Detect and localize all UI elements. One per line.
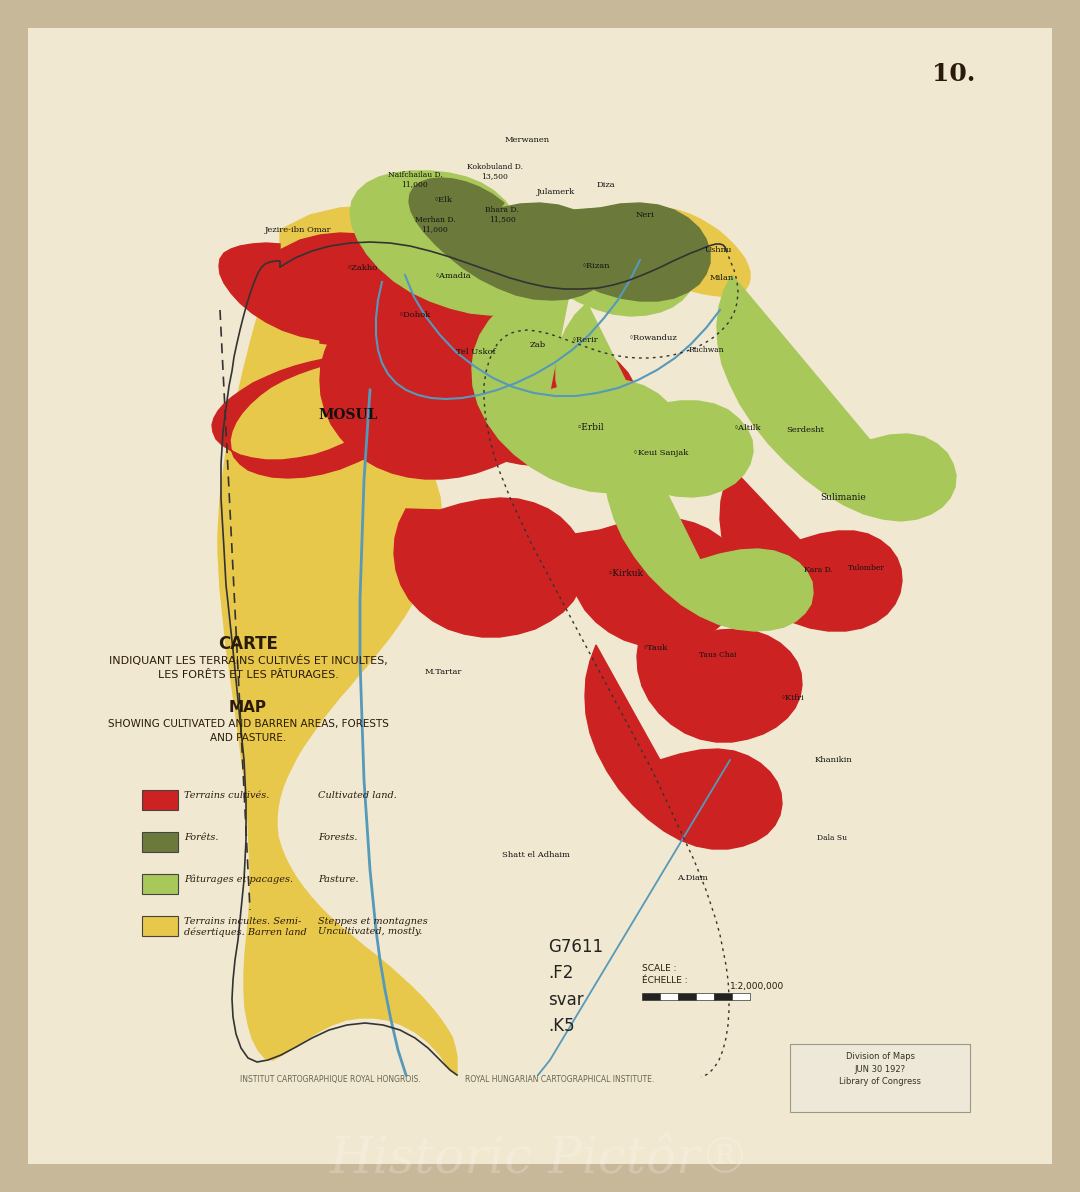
- Text: Taus Chai: Taus Chai: [699, 651, 737, 659]
- Text: MAP: MAP: [229, 700, 267, 715]
- Text: Historic Pictôr®: Historic Pictôr®: [329, 1135, 751, 1185]
- Text: SCALE :: SCALE :: [642, 964, 676, 973]
- Text: ◦Tauk: ◦Tauk: [643, 644, 667, 652]
- Bar: [642, 993, 660, 1000]
- Text: Merwanen: Merwanen: [504, 136, 550, 144]
- Text: Tulomber: Tulomber: [848, 564, 885, 572]
- Polygon shape: [570, 519, 742, 647]
- Text: Bhara D.
11,500: Bhara D. 11,500: [485, 206, 518, 224]
- Text: ÉCHELLE :: ÉCHELLE :: [642, 976, 688, 985]
- Text: Cultivated land.: Cultivated land.: [318, 791, 396, 800]
- Text: ◦Rerir: ◦Rerir: [571, 336, 598, 344]
- Bar: [660, 993, 678, 1000]
- Text: Serdesht: Serdesht: [786, 426, 824, 434]
- Text: ◦Erbil: ◦Erbil: [577, 423, 604, 433]
- Text: Naifchailau D.
11,000: Naifchailau D. 11,000: [388, 172, 443, 188]
- Polygon shape: [320, 290, 566, 479]
- Text: Pâturages et pacages.: Pâturages et pacages.: [184, 875, 293, 884]
- Polygon shape: [717, 275, 956, 521]
- Text: Pasture.: Pasture.: [318, 875, 359, 884]
- Bar: [696, 993, 714, 1000]
- Text: SHOWING CULTIVATED AND BARREN AREAS, FORESTS
AND PASTURE.: SHOWING CULTIVATED AND BARREN AREAS, FOR…: [108, 719, 389, 743]
- Text: 1:2,000,000: 1:2,000,000: [730, 982, 784, 991]
- Bar: [714, 993, 732, 1000]
- Text: Julamerk: Julamerk: [537, 188, 576, 195]
- Polygon shape: [556, 303, 753, 497]
- Text: Merhan D.
11,000: Merhan D. 11,000: [415, 217, 456, 234]
- Text: ROYAL HUNGARIAN CARTOGRAPHICAL INSTITUTE.: ROYAL HUNGARIAN CARTOGRAPHICAL INSTITUTE…: [465, 1075, 654, 1084]
- Text: M.Tartar: M.Tartar: [424, 668, 461, 676]
- Text: Division of Maps
JUN 30 192?
Library of Congress: Division of Maps JUN 30 192? Library of …: [839, 1053, 921, 1086]
- Polygon shape: [212, 325, 429, 478]
- Text: ◦Dohok: ◦Dohok: [399, 311, 431, 319]
- Text: Terrains cultivés.: Terrains cultivés.: [184, 791, 269, 800]
- Polygon shape: [350, 170, 568, 315]
- Polygon shape: [720, 468, 902, 631]
- Text: Diza: Diza: [596, 181, 616, 190]
- Text: Forêts.: Forêts.: [184, 833, 218, 842]
- Text: 10.: 10.: [932, 62, 975, 86]
- Text: Tel Uskof: Tel Uskof: [456, 348, 496, 356]
- Text: Sulimanie: Sulimanie: [820, 493, 866, 503]
- Text: MOSUL: MOSUL: [319, 408, 378, 422]
- Polygon shape: [585, 645, 782, 849]
- Bar: [141, 874, 178, 894]
- Bar: [678, 993, 696, 1000]
- Polygon shape: [218, 206, 750, 1075]
- Polygon shape: [409, 178, 612, 300]
- Text: Forests.: Forests.: [318, 833, 357, 842]
- Polygon shape: [637, 629, 802, 741]
- Text: Steppes et montagnes
Uncultivated, mostly.: Steppes et montagnes Uncultivated, mostl…: [318, 917, 428, 937]
- Text: A.Diam: A.Diam: [677, 874, 707, 882]
- Text: Dala Su: Dala Su: [816, 834, 847, 842]
- Polygon shape: [509, 207, 694, 316]
- Text: ◦Keui Sanjak: ◦Keui Sanjak: [633, 449, 689, 457]
- Text: Khanikin: Khanikin: [814, 756, 852, 764]
- Text: ◦Zakho: ◦Zakho: [347, 263, 378, 272]
- Bar: [789, 1044, 970, 1112]
- Text: ◦Rowanduz: ◦Rowanduz: [629, 334, 677, 342]
- Text: ◦Elk: ◦Elk: [433, 195, 453, 204]
- Bar: [141, 915, 178, 936]
- Text: Terrains incultes. Semi-
désertiques. Barren land: Terrains incultes. Semi- désertiques. Ba…: [184, 917, 307, 937]
- Bar: [141, 832, 178, 852]
- Text: ◦Kirkuk: ◦Kirkuk: [608, 570, 644, 578]
- Text: ◦Amadia: ◦Amadia: [434, 272, 471, 280]
- Text: G7611
.F2
svar
.K5: G7611 .F2 svar .K5: [548, 938, 603, 1035]
- Text: CARTE: CARTE: [218, 635, 278, 653]
- Text: INDIQUANT LES TERRAINS CULTIVÉS ET INCULTES,
LES FORÊTS ET LES PÂTURAGES.: INDIQUANT LES TERRAINS CULTIVÉS ET INCUL…: [109, 654, 388, 679]
- Polygon shape: [219, 232, 437, 342]
- Text: ◦Rizan: ◦Rizan: [582, 262, 610, 271]
- Text: Shatt el Adhaim: Shatt el Adhaim: [502, 851, 570, 859]
- Polygon shape: [394, 317, 637, 466]
- Text: ◦Altilk: ◦Altilk: [734, 424, 761, 432]
- Text: Kokobuland D.
13,500: Kokobuland D. 13,500: [467, 163, 523, 181]
- Bar: [732, 993, 750, 1000]
- Text: Ushnu: Ushnu: [704, 246, 731, 254]
- Text: ◦Kifri: ◦Kifri: [781, 694, 805, 702]
- Text: Milan: Milan: [710, 274, 734, 283]
- Text: Neri: Neri: [635, 211, 654, 219]
- Text: Jezire-ibn Omar: Jezire-ibn Omar: [265, 226, 332, 234]
- Text: Kara D.: Kara D.: [804, 566, 833, 575]
- Text: INSTITUT CARTOGRAPHIQUE ROYAL HONGROIS.: INSTITUT CARTOGRAPHIQUE ROYAL HONGROIS.: [240, 1075, 420, 1084]
- Text: Ruchwan: Ruchwan: [688, 346, 724, 354]
- Text: Zab: Zab: [530, 341, 546, 349]
- Polygon shape: [394, 498, 585, 637]
- Bar: [141, 790, 178, 811]
- Polygon shape: [472, 287, 684, 493]
- Polygon shape: [509, 203, 710, 302]
- Polygon shape: [605, 408, 813, 631]
